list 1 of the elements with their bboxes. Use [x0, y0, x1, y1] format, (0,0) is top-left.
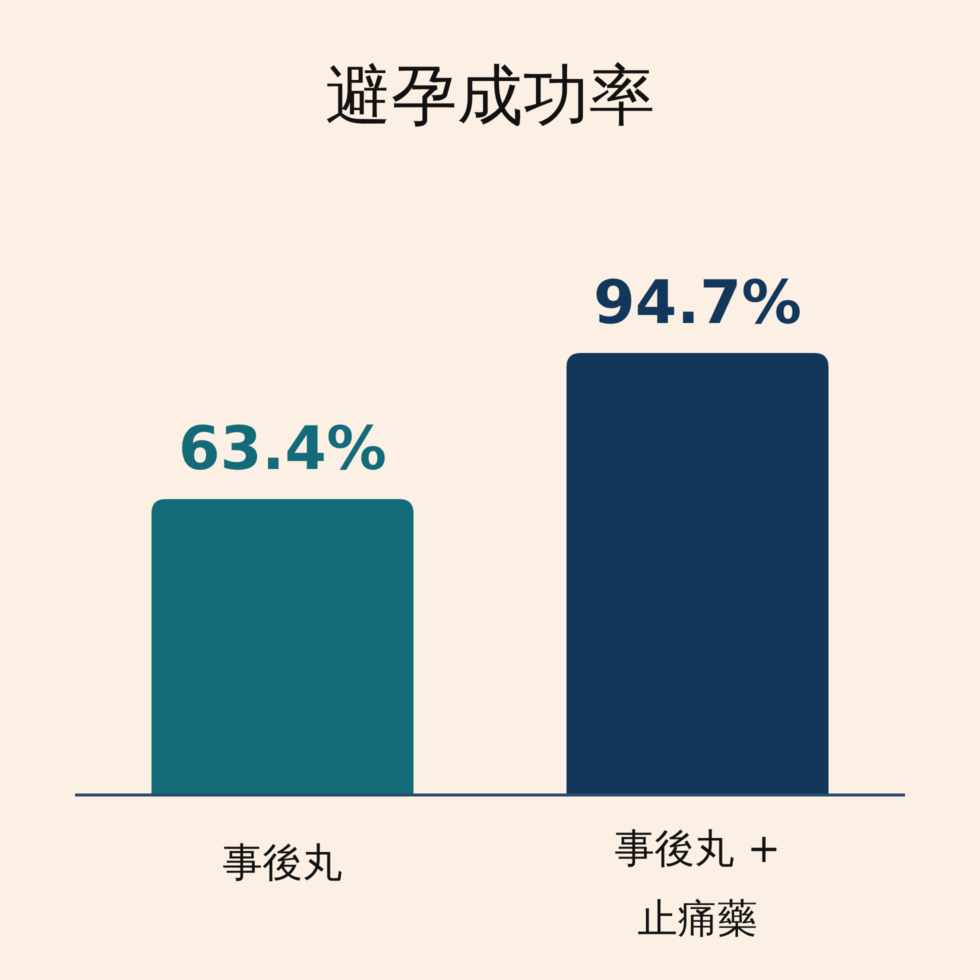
title: 避孕成功率 — [325, 57, 655, 134]
